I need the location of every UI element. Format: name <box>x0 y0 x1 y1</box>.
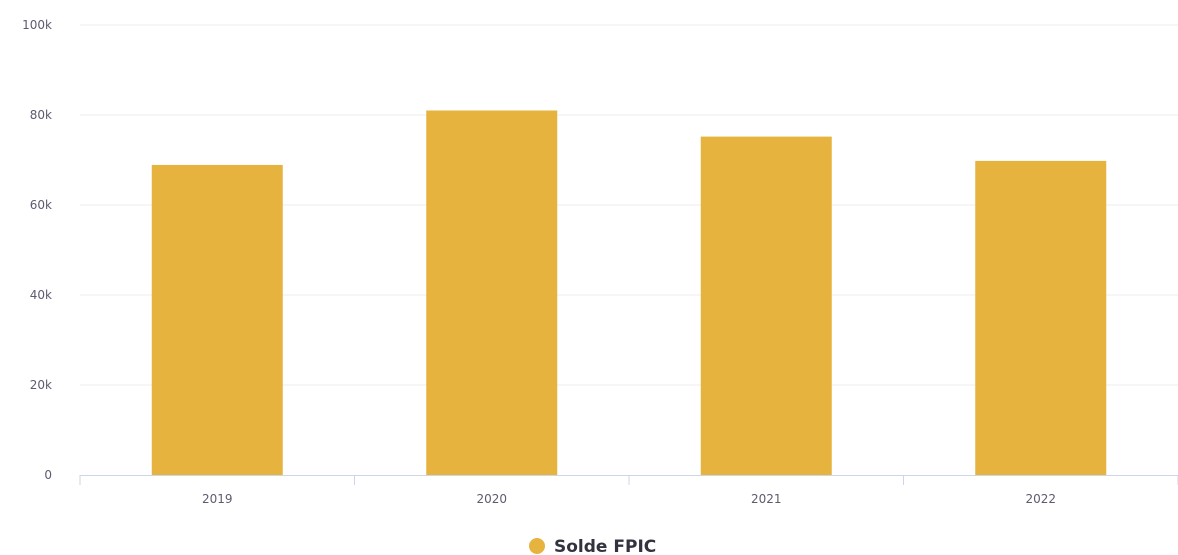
legend[interactable]: Solde FPIC <box>529 537 656 555</box>
y-axis-ticks: 0 20k 40k 60k 80k 100k <box>22 18 52 482</box>
y-tick-label: 100k <box>22 18 52 32</box>
y-tick-label: 20k <box>30 378 52 392</box>
x-tick-label: 2021 <box>751 492 782 506</box>
y-tick-label: 80k <box>30 108 52 122</box>
y-tick-label: 60k <box>30 198 52 212</box>
x-tick-label: 2019 <box>202 492 233 506</box>
legend-item[interactable]: Solde FPIC <box>529 537 656 555</box>
bar-2020[interactable] <box>426 110 558 476</box>
bar-2021[interactable] <box>700 136 832 475</box>
x-tick-label: 2022 <box>1025 492 1056 506</box>
legend-label: Solde FPIC <box>554 537 656 555</box>
bar-2019[interactable] <box>151 164 283 475</box>
x-tick-label: 2020 <box>476 492 507 506</box>
bar-2022[interactable] <box>975 160 1107 475</box>
y-tick-label: 0 <box>44 468 52 482</box>
bars <box>151 110 1107 476</box>
y-tick-label: 40k <box>30 288 52 302</box>
x-axis-ticks: 2019 2020 2021 2022 <box>202 492 1056 506</box>
legend-marker <box>529 538 545 554</box>
x-axis <box>79 475 1178 485</box>
